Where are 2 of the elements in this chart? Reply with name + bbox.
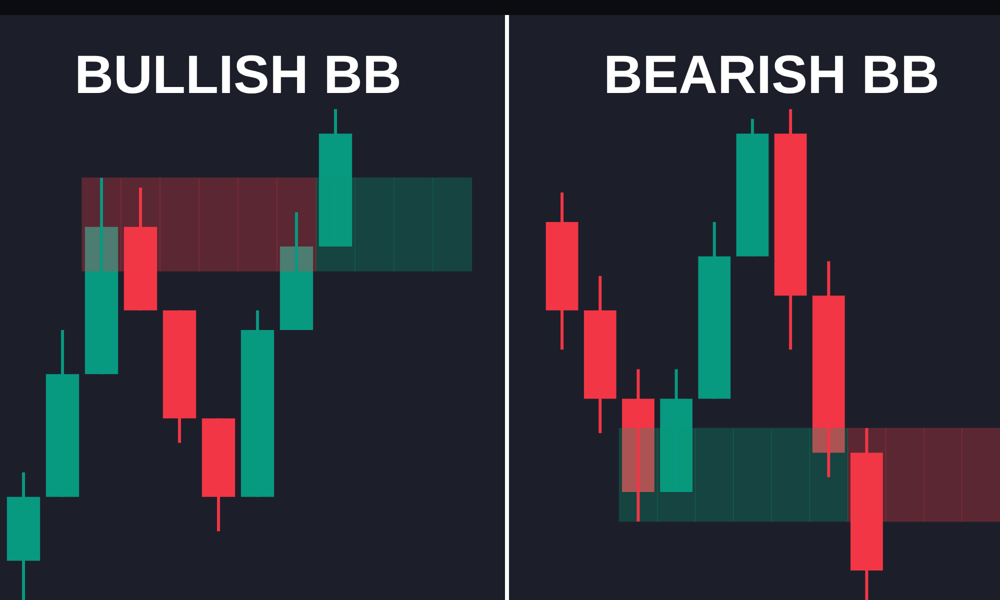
chart-title: BEARISH BB [603, 44, 940, 105]
chart-title: BULLISH BB [74, 44, 402, 105]
